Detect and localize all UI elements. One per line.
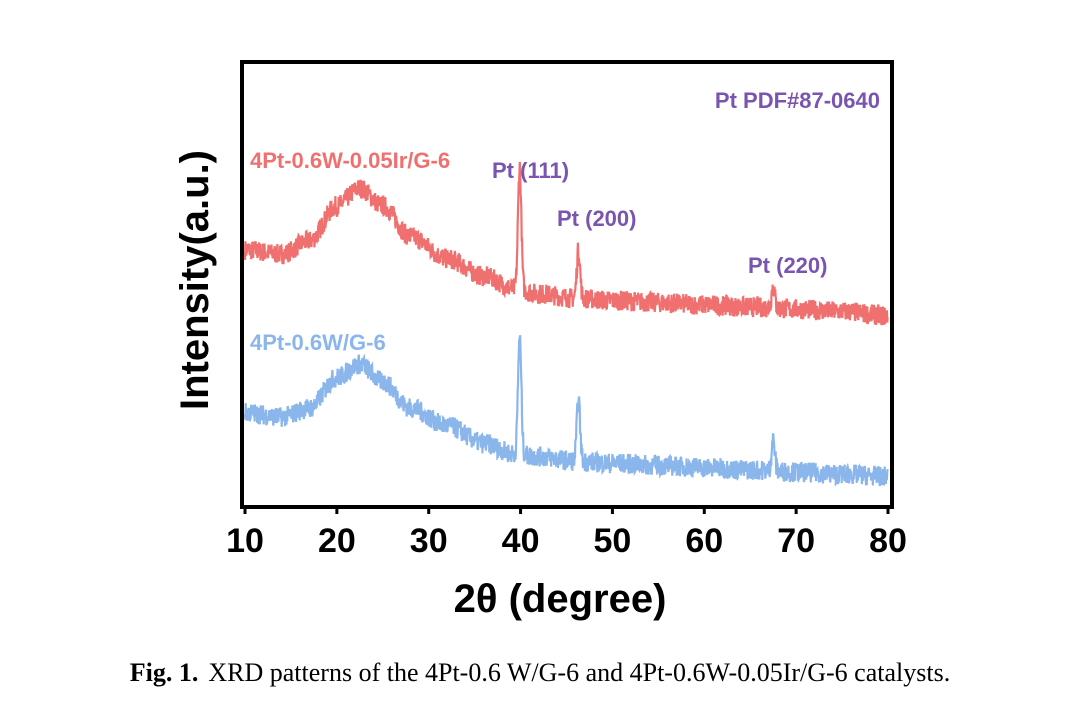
y-axis-title: Intensity(a.u.)	[173, 150, 217, 410]
x-tick-label: 60	[685, 522, 723, 560]
series-layer	[243, 161, 889, 487]
figure-number: Fig. 1.	[129, 658, 199, 687]
x-tick-label: 10	[226, 522, 264, 560]
x-axis-title: 2θ (degree)	[454, 577, 667, 621]
x-tick-label: 20	[318, 522, 356, 560]
x-tick-label: 70	[777, 522, 815, 560]
x-tick-label: 30	[410, 522, 448, 560]
peak-label-3: Pt (220)	[748, 253, 827, 278]
peak-label-1: Pt (111)	[492, 158, 569, 183]
caption-text: XRD patterns of the 4Pt-0.6 W/G-6 and 4P…	[208, 658, 951, 687]
reference-label: Pt PDF#87-0640	[715, 88, 880, 113]
peak-label-2: Pt (200)	[557, 206, 636, 231]
figure-caption: Fig. 1. XRD patterns of the 4Pt-0.6 W/G-6…	[0, 658, 1080, 688]
xrd-chart: 10 20 30 40 50 60 70 80 4Pt-0.6W-0.05Ir/G-64Pt-…	[173, 60, 907, 621]
series-line-1	[243, 161, 889, 326]
x-tick-label: 80	[869, 522, 907, 560]
series-line-2	[243, 335, 889, 487]
x-ticks: 10 20 30 40 50 60 70 80	[226, 507, 907, 560]
x-tick-label: 50	[594, 522, 632, 560]
x-tick-label: 40	[502, 522, 540, 560]
annotations: 4Pt-0.6W-0.05Ir/G-6 4Pt-0.6W/G-6 Pt (111) P…	[250, 148, 827, 355]
series-label-1: 4Pt-0.6W-0.05Ir/G-6	[250, 148, 450, 173]
plot-frame	[240, 60, 894, 509]
series-label-2: 4Pt-0.6W/G-6	[250, 330, 386, 355]
